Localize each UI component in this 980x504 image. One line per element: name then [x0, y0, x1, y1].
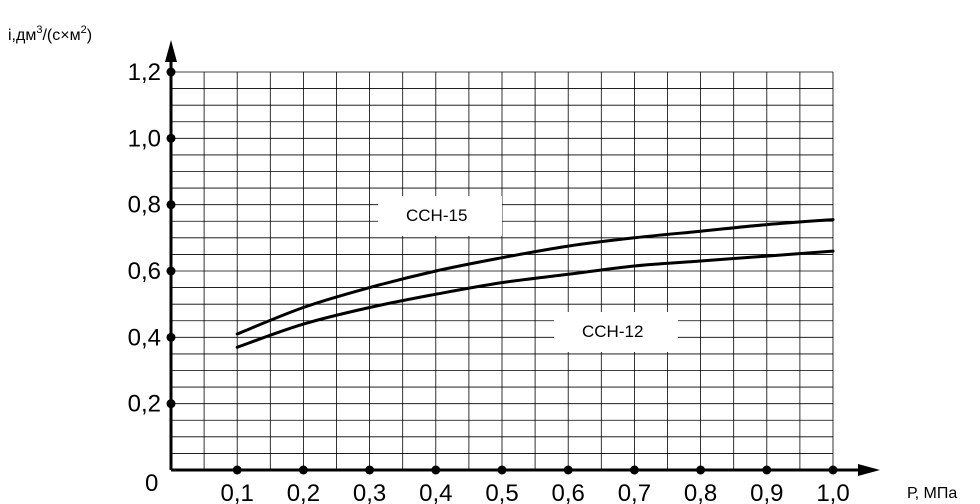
- data-point: [765, 223, 768, 226]
- x-tick-label: 0,5: [485, 480, 518, 504]
- x-axis-arrow: [858, 464, 880, 476]
- x-tick-dot: [762, 465, 772, 475]
- grid: [171, 71, 834, 470]
- x-tick-label: 0,7: [618, 480, 651, 504]
- y-tick-dot: [166, 266, 176, 276]
- y-axis-label: i,дм3/(с×м2): [8, 24, 92, 44]
- x-tick-label: 0,8: [684, 480, 717, 504]
- series-label-bg-ssn15: [378, 196, 502, 236]
- x-tick-label: 0,3: [353, 480, 386, 504]
- x-tick-dot: [298, 465, 308, 475]
- y-tick-dot: [166, 399, 176, 409]
- data-point: [302, 306, 305, 309]
- x-tick-dot: [232, 465, 242, 475]
- data-point: [501, 281, 504, 284]
- data-point: [368, 286, 371, 289]
- data-point: [832, 218, 835, 221]
- x-tick-label: 0,9: [750, 480, 783, 504]
- y-tick-dot: [166, 67, 176, 77]
- x-tick-label: 0,4: [419, 480, 452, 504]
- y-tick-label: 0,4: [128, 324, 161, 351]
- data-point: [434, 293, 437, 296]
- x-tick-label: 0,2: [287, 480, 320, 504]
- x-tick-dot: [431, 465, 441, 475]
- y-tick-dot: [166, 332, 176, 342]
- data-point: [832, 250, 835, 253]
- series-label-ssn15: ССН-15: [406, 206, 467, 225]
- data-point: [699, 230, 702, 233]
- x-tick-dot: [563, 465, 573, 475]
- x-tick-dot: [696, 465, 706, 475]
- x-tick-label: 0,1: [221, 480, 254, 504]
- data-point: [633, 265, 636, 268]
- data-point: [368, 306, 371, 309]
- series-lines: [235, 218, 835, 349]
- data-point: [302, 323, 305, 326]
- series-label-ssn12: ССН-12: [582, 322, 643, 341]
- y-tick-label: 0,2: [128, 391, 161, 418]
- y-tick-dot: [166, 200, 176, 210]
- ticks: 0,1 0,2 0,3 0,4 0,5 0,6 0,7 0,8 0,9 1,0 0,2 0,4 0,6 0…: [128, 59, 850, 504]
- x-tick-label: 0,6: [552, 480, 585, 504]
- x-tick-dot: [365, 465, 375, 475]
- x-axis-label: Р, МПа: [907, 485, 957, 502]
- origin-label: 0: [145, 470, 158, 497]
- x-tick-dot: [629, 465, 639, 475]
- data-point: [501, 256, 504, 259]
- y-axis-arrow: [165, 40, 177, 62]
- series-line-1: [235, 249, 835, 349]
- data-point: [765, 255, 768, 258]
- y-tick-label: 1,0: [128, 125, 161, 152]
- y-tick-dot: [166, 133, 176, 143]
- data-point: [434, 270, 437, 273]
- y-tick-label: 0,8: [128, 192, 161, 219]
- y-tick-label: 1,2: [128, 59, 161, 86]
- x-tick-dot: [497, 465, 507, 475]
- series-label-bg-ssn12: [554, 312, 678, 352]
- data-point: [567, 273, 570, 276]
- data-point: [633, 236, 636, 239]
- series-line-0: [235, 218, 835, 336]
- data-point: [567, 245, 570, 248]
- x-tick-dot: [828, 465, 838, 475]
- data-point: [236, 346, 239, 349]
- x-tick-label: 1,0: [816, 480, 849, 504]
- data-point: [236, 333, 239, 336]
- y-tick-label: 0,6: [128, 258, 161, 285]
- data-point: [699, 260, 702, 263]
